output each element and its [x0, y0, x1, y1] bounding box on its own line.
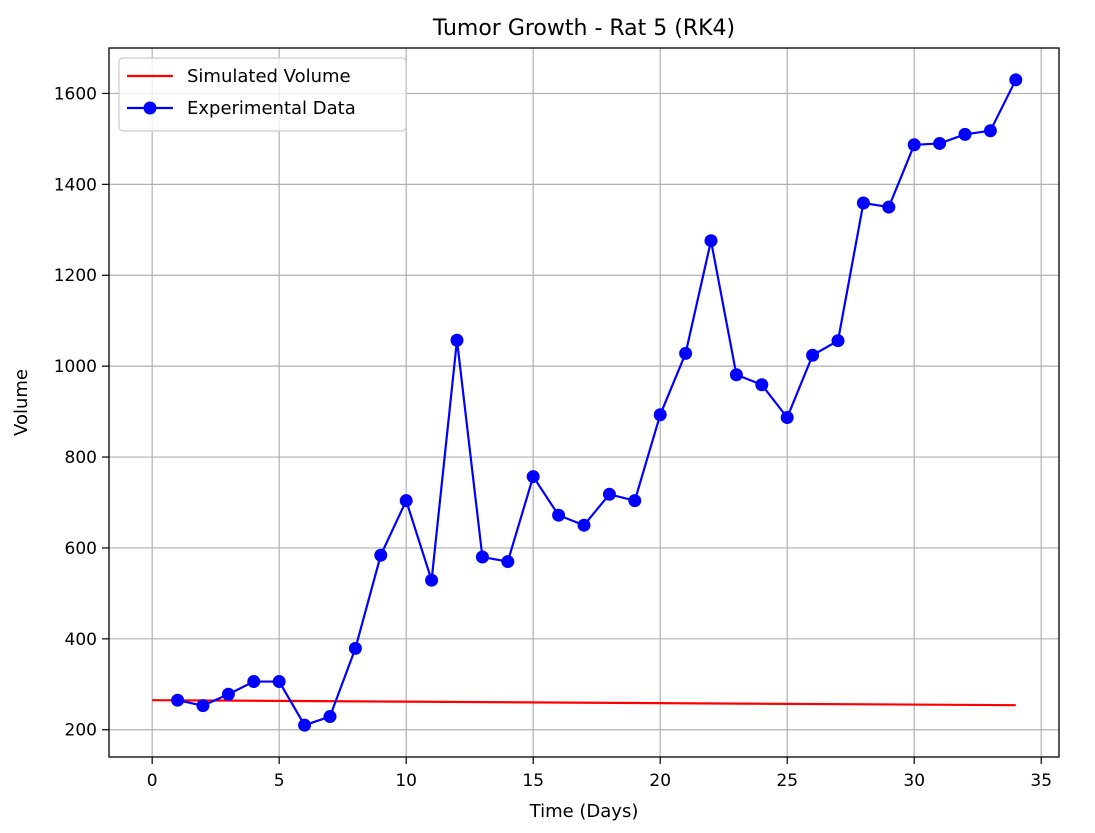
x-tick-label: 25: [776, 771, 798, 791]
experimental-data-point: [399, 494, 413, 508]
y-tick-label: 1200: [54, 266, 97, 286]
experimental-data-point: [907, 138, 921, 152]
experimental-data-point: [628, 494, 642, 508]
experimental-data-line: [177, 79, 1017, 727]
grid-lines: [109, 48, 1059, 757]
experimental-data-point: [704, 234, 718, 248]
experimental-data-point: [882, 200, 896, 214]
experimental-data-point: [425, 573, 439, 587]
experimental-data-point: [577, 518, 591, 532]
experimental-data-point: [831, 334, 845, 348]
series-layer: [152, 73, 1023, 732]
x-tick-label: 0: [147, 771, 158, 791]
legend-experimental-data-label: Experimental Data: [187, 98, 356, 119]
simulated-volume-line: [152, 699, 1016, 707]
legend-box: [118, 57, 407, 132]
experimental-data-point: [450, 333, 464, 347]
experimental-data-point: [247, 675, 261, 689]
chart-title: Tumor Growth - Rat 5 (RK4): [432, 16, 735, 41]
experimental-data-point: [526, 470, 540, 484]
experimental-data-point: [272, 675, 286, 689]
experimental-data-point: [323, 710, 337, 724]
y-tick-label: 400: [65, 630, 97, 650]
experimental-data-point: [221, 687, 235, 701]
y-tick-label: 1600: [54, 84, 97, 104]
y-tick-label: 1000: [54, 357, 97, 377]
experimental-data-point: [755, 378, 769, 392]
x-tick-label: 5: [274, 771, 285, 791]
x-tick-label: 35: [1030, 771, 1052, 791]
x-tick-label: 20: [649, 771, 671, 791]
experimental-data-point: [679, 346, 693, 360]
experimental-data-point: [196, 699, 210, 713]
experimental-data-point: [348, 641, 362, 655]
experimental-data-point: [983, 124, 997, 138]
experimental-data-point: [171, 693, 185, 707]
y-tick-label: 800: [65, 448, 97, 468]
experimental-data-point: [806, 348, 820, 362]
x-axis-ticks: 0 5 10 15 20 25 30 35: [147, 757, 1052, 791]
y-axis-label: Volume: [11, 369, 32, 436]
experimental-data-point: [780, 410, 794, 424]
x-axis-label: Time (Days): [529, 801, 639, 822]
experimental-data-point: [729, 368, 743, 382]
experimental-data-point: [552, 508, 566, 522]
experimental-data-point: [475, 550, 489, 564]
plot-frame: [108, 47, 1060, 758]
x-tick-label: 15: [522, 771, 544, 791]
y-tick-label: 600: [65, 539, 97, 559]
experimental-data-point: [933, 136, 947, 150]
experimental-data-point: [602, 487, 616, 501]
experimental-data-point: [653, 408, 667, 422]
experimental-data-point: [298, 718, 312, 732]
experimental-data-point: [958, 127, 972, 141]
experimental-data-point: [856, 196, 870, 210]
legend: Simulated Volume Experimental Data: [118, 57, 407, 132]
y-tick-label: 200: [65, 721, 97, 741]
experimental-data-point: [374, 548, 388, 562]
y-axis-ticks: 200 400 600 800 1000 1200 1400 1600: [54, 84, 109, 741]
experimental-data-point: [1009, 73, 1023, 87]
legend-experimental-data-marker: [143, 101, 157, 115]
x-tick-label: 30: [903, 771, 925, 791]
y-tick-label: 1400: [54, 175, 97, 195]
experimental-data-point: [501, 555, 515, 569]
x-tick-label: 10: [395, 771, 417, 791]
legend-simulated-volume-label: Simulated Volume: [187, 66, 351, 87]
